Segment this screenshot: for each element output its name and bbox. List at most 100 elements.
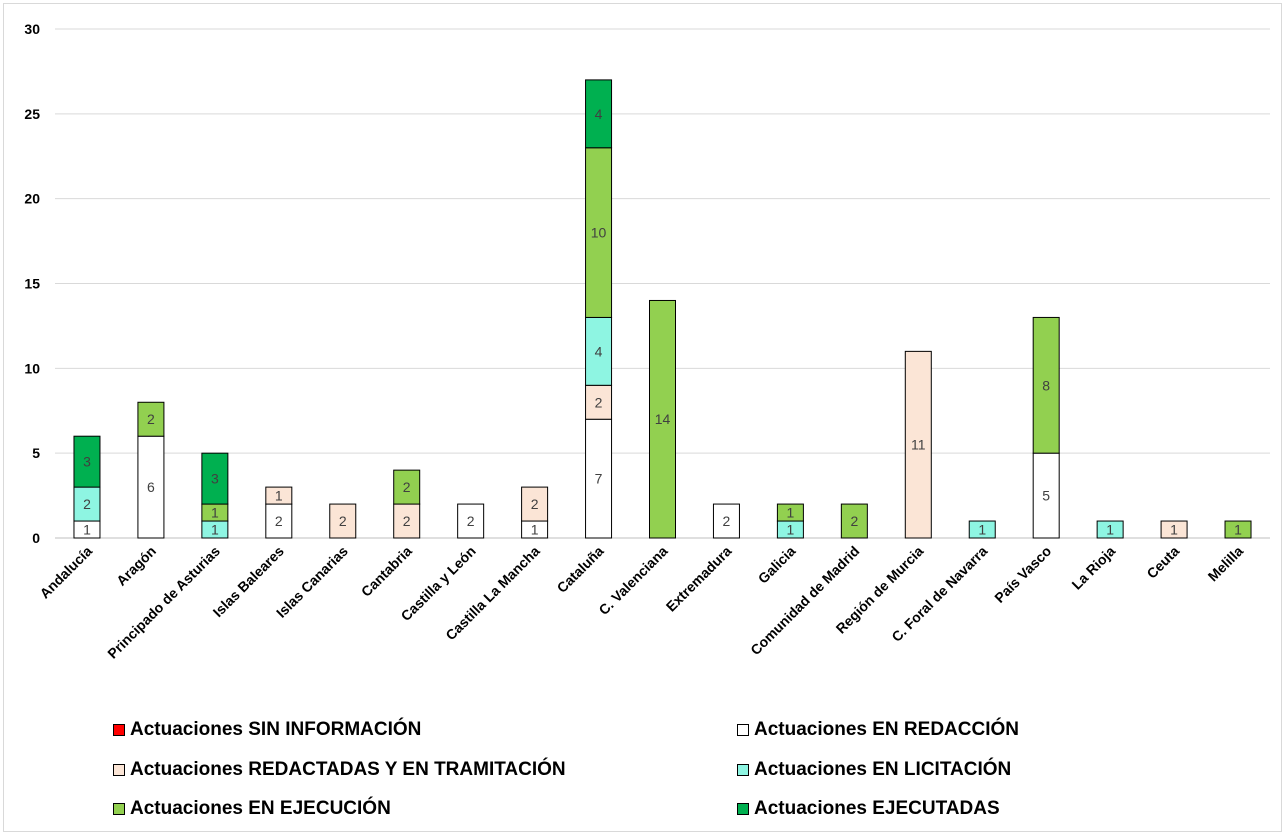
data-label: 1 (275, 488, 283, 504)
y-tick-label: 30 (24, 21, 40, 37)
bar-segment (1160, 520, 1188, 539)
data-label: 11 (911, 437, 926, 453)
legend-label: Actuaciones EJECUTADAS (754, 798, 1000, 819)
y-tick-label: 20 (24, 191, 40, 207)
bar-segment (585, 147, 613, 318)
bar-segment (585, 418, 613, 539)
bar-segment (137, 401, 165, 437)
y-axis-tick-labels: 0 5 10 15 20 25 30 (24, 21, 40, 546)
data-label: 1 (1170, 522, 1178, 538)
bar-segment (904, 350, 932, 539)
x-category-label: Galicia (755, 543, 799, 587)
x-category-label: La Rioja (1068, 543, 1118, 593)
bar-segment (457, 503, 485, 539)
legend-swatch (737, 764, 749, 776)
data-label: 3 (83, 454, 91, 470)
x-category-label: Comunidad de Madrid (747, 543, 862, 658)
bar-segment (393, 469, 421, 505)
x-category-label: Ceuta (1143, 543, 1182, 582)
bar-segment (712, 503, 740, 539)
bar-segment (585, 79, 613, 149)
legend-swatch (737, 803, 749, 815)
legend-label: Actuaciones SIN INFORMACIÓN (130, 719, 422, 740)
legend-label: Actuaciones EN EJECUCIÓN (130, 798, 391, 819)
data-label: 1 (1106, 522, 1114, 538)
data-label: 1 (786, 522, 794, 538)
bar-segment (840, 503, 868, 539)
bar-segment (265, 503, 293, 539)
bar-segment (776, 503, 804, 522)
bar-segment (393, 503, 421, 539)
x-category-label: C. Valenciana (595, 543, 670, 618)
data-label: 1 (978, 522, 986, 538)
x-category-label: País Vasco (991, 543, 1054, 606)
legend-label: Actuaciones EN REDACCIÓN (754, 719, 1019, 740)
bar-segment (73, 486, 101, 522)
bar-segment (1032, 452, 1060, 539)
x-category-label: Andalucía (36, 543, 95, 602)
data-label: 6 (147, 479, 155, 495)
data-label: 2 (275, 513, 283, 529)
data-label: 1 (83, 522, 91, 538)
legend-swatch (737, 724, 749, 736)
bar-segment (73, 435, 101, 488)
data-label: 14 (655, 411, 671, 427)
data-label: 1 (531, 522, 539, 538)
legend-swatch (113, 764, 125, 776)
bar-segment (521, 486, 549, 522)
bar-segment (265, 486, 293, 505)
y-tick-label: 10 (24, 360, 40, 376)
bar-segment (137, 435, 165, 539)
legend-swatch (113, 803, 125, 815)
x-category-label: Principado de Asturias (104, 543, 223, 662)
x-category-label: Cantabria (358, 543, 415, 600)
chart-frame (3, 3, 1282, 832)
gridlines (55, 28, 1270, 539)
data-label: 10 (591, 225, 607, 241)
data-label: 1 (211, 505, 219, 521)
data-label: 2 (467, 513, 475, 529)
bar-segment (201, 452, 229, 505)
bar-segment (329, 503, 357, 539)
bar-segment (1224, 520, 1252, 539)
data-label: 2 (339, 513, 347, 529)
y-tick-label: 5 (32, 445, 40, 461)
data-label: 2 (83, 496, 91, 512)
data-label: 2 (595, 394, 603, 410)
data-label: 4 (595, 106, 603, 122)
data-label: 1 (211, 522, 219, 538)
data-label: 8 (1042, 377, 1050, 393)
x-category-label: Extremadura (663, 543, 735, 615)
data-label: 2 (403, 513, 411, 529)
data-label: 4 (595, 343, 603, 359)
data-label: 1 (786, 505, 794, 521)
data-label: 5 (1042, 488, 1050, 504)
legend-label: Actuaciones EN LICITACIÓN (754, 759, 1012, 780)
data-label: 2 (147, 411, 155, 427)
x-category-label: Cataluña (554, 543, 607, 596)
legend-item: Actuaciones EN LICITACIÓN (737, 759, 1011, 781)
y-tick-label: 25 (24, 106, 40, 122)
bars (73, 79, 1252, 539)
data-label: 1 (1234, 522, 1242, 538)
data-label: 7 (595, 471, 603, 487)
data-label: 2 (403, 479, 411, 495)
bar-segment (1032, 316, 1060, 454)
bar-segment (649, 299, 676, 539)
legend-label: Actuaciones REDACTADAS Y EN TRAMITACIÓN (130, 759, 566, 780)
y-tick-label: 0 (32, 530, 40, 546)
legend-item: Actuaciones EJECUTADAS (737, 798, 1000, 820)
data-label: 2 (850, 513, 858, 529)
legend-item: Actuaciones SIN INFORMACIÓN (113, 719, 421, 741)
data-label: 2 (531, 496, 539, 512)
data-label: 3 (211, 471, 219, 487)
legend-item: Actuaciones EN REDACCIÓN (737, 719, 1019, 741)
legend-swatch (113, 724, 125, 736)
data-label: 2 (723, 513, 731, 529)
y-tick-label: 15 (24, 276, 40, 292)
bar-segment (968, 520, 996, 539)
x-category-label: Aragón (113, 543, 159, 589)
